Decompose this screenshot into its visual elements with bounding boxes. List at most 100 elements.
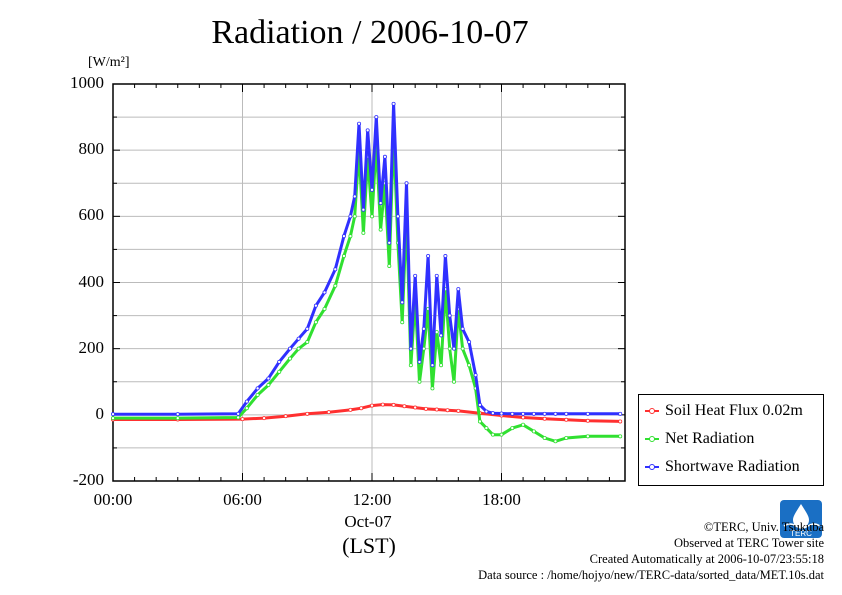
x-tick-label: 18:00 <box>482 490 521 509</box>
y-tick-label: 200 <box>78 337 105 357</box>
data-point <box>585 411 590 416</box>
data-point <box>499 432 504 437</box>
data-point <box>521 422 526 427</box>
data-point <box>452 379 457 384</box>
data-point <box>341 254 346 259</box>
data-point <box>447 313 452 318</box>
data-point <box>341 234 346 239</box>
data-point <box>402 404 407 409</box>
data-point <box>361 207 366 212</box>
data-point <box>369 403 374 408</box>
logo-text: TERC <box>790 529 812 538</box>
data-point <box>296 336 301 341</box>
data-point <box>277 359 282 364</box>
data-point <box>553 411 558 416</box>
data-point <box>521 411 526 416</box>
credits: ©TERC, Univ. Tsukuba Observed at TERC To… <box>478 519 824 583</box>
data-point <box>417 379 422 384</box>
data-point <box>408 346 413 351</box>
data-point <box>618 419 623 424</box>
data-point <box>313 320 318 325</box>
data-point <box>348 234 353 239</box>
x-axis-label: (LST) <box>342 533 396 558</box>
y-axis-unit: [W/m²] <box>88 55 130 70</box>
data-point <box>266 383 271 388</box>
data-point <box>400 300 405 305</box>
data-point <box>175 412 180 417</box>
data-point <box>369 187 374 192</box>
data-point <box>357 121 362 126</box>
data-point <box>387 263 392 268</box>
data-point <box>423 406 428 411</box>
data-point <box>240 417 245 422</box>
data-point <box>408 363 413 368</box>
data-point <box>369 214 374 219</box>
data-point <box>395 214 400 219</box>
data-point <box>434 407 439 412</box>
data-point <box>365 128 370 133</box>
data-point <box>382 154 387 159</box>
data-point <box>456 408 461 413</box>
data-point <box>305 340 310 345</box>
data-point <box>542 411 547 416</box>
legend-label-net: Net Radiation <box>665 430 755 447</box>
data-point <box>413 273 418 278</box>
data-point <box>111 412 116 417</box>
data-point <box>348 407 353 412</box>
data-point <box>490 411 495 416</box>
y-tick-label: 1000 <box>70 73 104 92</box>
data-point <box>413 405 418 410</box>
y-tick-label: 800 <box>78 139 105 159</box>
data-point <box>255 386 260 391</box>
legend-item-soil-heat-flux: Soil Heat Flux 0.02m <box>645 399 803 423</box>
data-point <box>467 363 472 368</box>
data-point <box>333 283 338 288</box>
data-point <box>585 418 590 423</box>
data-point <box>473 373 478 378</box>
data-point <box>391 101 396 106</box>
legend-label-soil: Soil Heat Flux 0.02m <box>665 402 803 419</box>
data-point <box>111 416 116 421</box>
data-point <box>313 303 318 308</box>
legend-item-net-radiation: Net Radiation <box>645 427 754 451</box>
data-point <box>348 214 353 219</box>
data-point <box>333 267 338 272</box>
data-point <box>421 326 426 331</box>
data-point <box>255 392 260 397</box>
data-point <box>322 290 327 295</box>
data-point <box>361 230 366 235</box>
data-point <box>618 411 623 416</box>
data-point <box>434 273 439 278</box>
data-point <box>467 340 472 345</box>
data-point <box>434 330 439 335</box>
data-point <box>404 181 409 186</box>
data-point <box>510 411 515 416</box>
data-point <box>387 240 392 245</box>
data-point <box>460 326 465 331</box>
data-point <box>521 415 526 420</box>
series-line-1 <box>113 132 621 443</box>
x-tick-label: 12:00 <box>352 490 392 509</box>
data-point <box>417 359 422 364</box>
data-point <box>439 363 444 368</box>
data-point <box>445 408 450 413</box>
y-tick-label: 600 <box>78 205 105 225</box>
data-point <box>618 434 623 439</box>
data-point <box>477 419 482 424</box>
credit-org: ©TERC, Univ. Tsukuba <box>703 520 824 534</box>
data-point <box>378 201 383 206</box>
data-point <box>374 115 379 120</box>
x-date-label: Oct-07 <box>344 512 392 531</box>
y-tick-label: 0 <box>95 403 105 423</box>
data-point <box>244 399 249 404</box>
data-point <box>266 376 271 381</box>
data-point <box>430 363 435 368</box>
data-point <box>439 333 444 338</box>
data-point <box>305 326 310 331</box>
data-point <box>305 411 310 416</box>
chart-title: Radiation / 2006-10-07 <box>211 14 529 51</box>
data-point <box>443 254 448 259</box>
data-point <box>352 214 357 219</box>
data-point <box>510 426 515 431</box>
